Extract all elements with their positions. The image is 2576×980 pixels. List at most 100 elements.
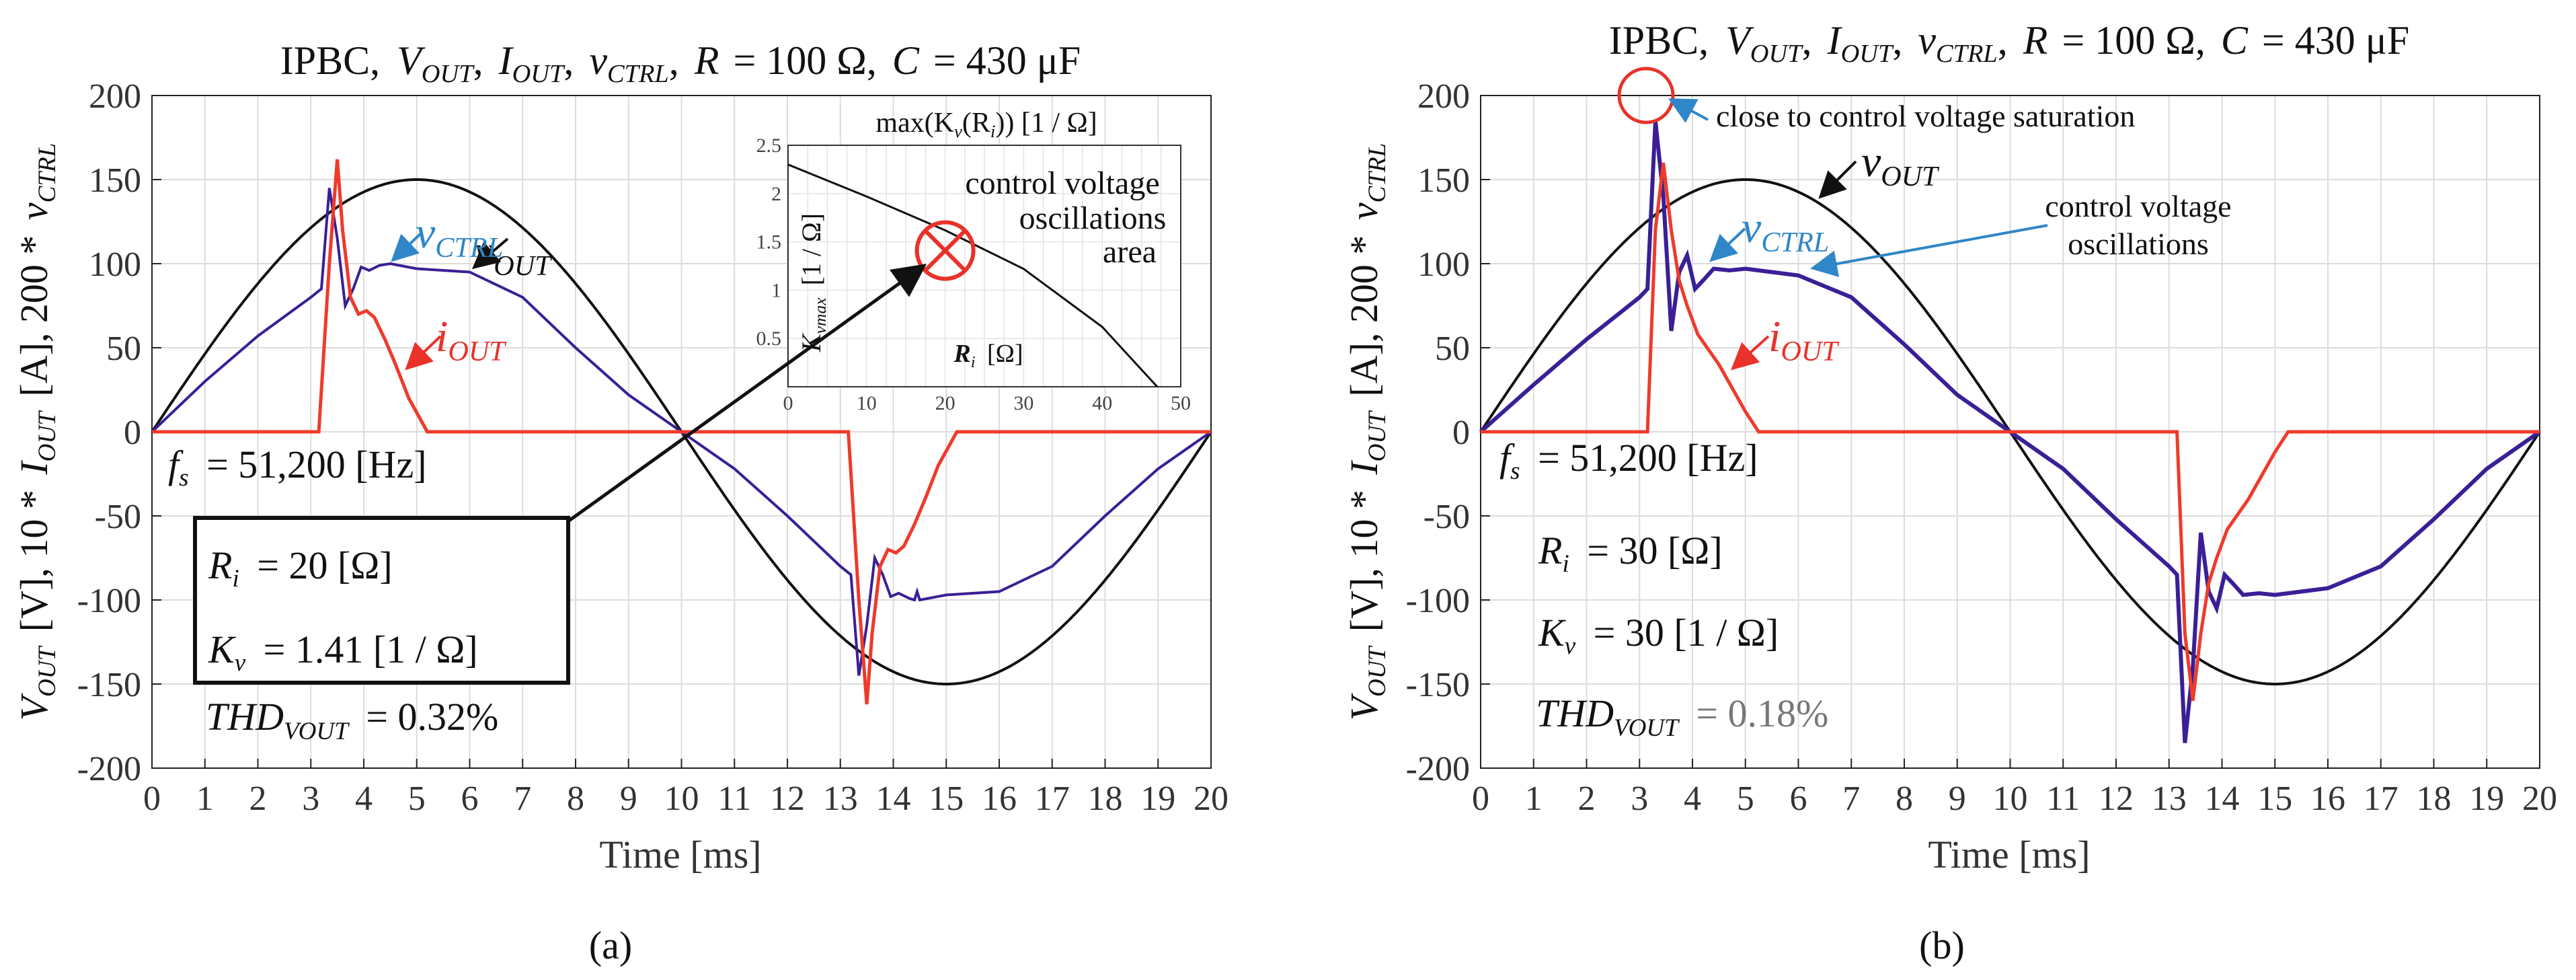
panel-b-x-tick-label: 20 [2522,780,2557,818]
panel-a-inset-y-tick-label: 2 [771,183,781,205]
panel-a-y-tick-label: 50 [106,330,141,368]
panel-a-fs-annotation: fs = 51,200 [Hz] [168,443,427,494]
panel-b-saturation-circle [1617,67,1675,124]
panel-b-iout-arrow [1731,335,1770,371]
panel-a-x-tick-label: 8 [567,780,584,818]
panel-a-inset-note-line3: area [1103,234,1157,270]
panel-b-y-tick-label: -50 [1423,498,1470,536]
panel-a-kv-annotation: Kv = 1.41 [1 / Ω] [208,628,478,679]
panel-a-inset-curve [787,163,1159,388]
panel-b-label: (b) [1919,924,1965,967]
panel-a-x-label: Time [ms] [599,833,761,876]
panel-b-x-tick-label: 2 [1578,780,1596,818]
panel-a-x-tick-label: 19 [1140,780,1175,818]
panel-a-iout-curve [152,159,1211,705]
panel-a-vctrl-curve [151,188,1212,676]
panel-a-inset-x-label: Ri [Ω] [953,340,1023,373]
panel-b-osc-note-line1: control voltage [2045,189,2231,223]
panel-a-params-box [193,516,570,685]
panel-a-thd-annotation: THDVOUT = 0.32% [206,695,498,748]
panel-b-ri-annotation: Ri = 30 [Ω] [1538,529,1723,580]
panel-b-y-tick-label: -150 [1406,666,1470,704]
panel-b-y-ticks: 200 150 100 50 0 -50 -100 -150 -200 [1406,77,1490,788]
panel-b-label-text: (b) [1919,924,1965,967]
panel-b-vout-label: vOUT [1861,137,1939,192]
panel-b-x-tick-label: 3 [1631,780,1648,818]
panel-b-y-tick-label: -100 [1406,582,1470,620]
panel-a-x-tick-label: 9 [620,780,637,818]
panel-a-vctrl-arrow [391,233,422,262]
panel-a-inset-title: max(Kv(Ri)) [1 / Ω] [875,108,1097,141]
panel-b-x-tick-label: 17 [2364,780,2398,818]
panel-a-inset-x-tick-label: 20 [935,392,955,414]
panel-a-inset-ticks: 0 10 20 30 40 50 2.5 2 1.5 1 0.5 [756,135,1192,414]
panel-a-box-to-inset-arrow [567,264,927,523]
panel-b-x-tick-label: 11 [2046,780,2080,818]
panel-b-vout-arrow [1818,160,1857,199]
panel-a-y-tick-label: 150 [89,161,141,200]
panel-a-x-tick-label: 0 [143,780,161,818]
panel-a-x-tick-label: 14 [876,780,911,818]
panel-a-x-tick-label: 5 [408,780,426,818]
panel-b-x-tick-label: 9 [1949,780,1966,818]
panel-a-inset-y-tick-label: 1 [771,279,781,301]
panel-a-vout-label: vOUT [474,227,552,282]
panel-a-y-label: VOUT [V], 10 * IOUT [A], 200 * vCTRL [12,143,64,721]
panel-b-kv-annotation: Kv = 30 [1 / Ω] [1538,611,1779,663]
panel-b-osc-note-line2: oscillations [2068,227,2209,261]
panel-a-label-text: (a) [589,924,632,967]
panel-b-x-tick-label: 4 [1684,780,1701,818]
panel-a-x-tick-label: 4 [355,780,373,818]
panel-a-label: (a) [589,924,632,967]
panel-b-vctrl-label: vCTRL [1742,203,1829,258]
panel-a-x-tick-label: 10 [664,780,699,818]
panel-a-inset-note-line1: control voltage [965,165,1159,201]
panel-b-thd-annotation: THDVOUT = 0.18% [1536,691,1828,745]
panel-a-x-ticks: 0 1 2 3 4 5 6 7 8 9 10 11 12 13 14 15 16 17 18 19 20 [143,759,1228,818]
panel-a-x-tick-label: 1 [196,780,214,818]
panel-a-inset-x-tick-label: 10 [857,392,877,414]
panel-b-x-tick-label: 0 [1472,780,1489,818]
panel-a-y-tick-label: -50 [95,498,141,536]
panel-a-inset-x-tick-label: 0 [783,392,793,414]
panel-b-title: IPBC, VOUT, IOUT, vCTRL, R = 100 Ω, C = … [1609,18,2410,68]
panel-a-ri-annotation: Ri = 20 [Ω] [208,543,393,595]
panel-b-x-tick-label: 5 [1737,780,1754,818]
panel-a-x-tick-label: 13 [823,780,858,818]
panel-b-x-tick-label: 14 [2205,780,2240,818]
panel-b-x-tick-label: 13 [2152,780,2187,818]
panel-a-y-tick-label: 0 [124,414,141,452]
panel-a-x-tick-label: 7 [514,780,531,818]
panel-a-title: IPBC, VOUT, IOUT, vCTRL, R = 100 Ω, C = … [280,38,1081,88]
panel-a-x-tick-label: 16 [982,780,1017,818]
panel-a-x-tick-label: 15 [929,780,964,818]
panel-b-saturation-note: close to control voltage saturation [1716,99,2135,133]
panel-b-vctrl-arrow [1709,227,1746,262]
panel-a-inset-note-line2: oscillations [1019,200,1167,236]
panel-a-inset-y-tick-label: 2.5 [756,135,782,157]
panel-b-y-tick-label: 200 [1417,77,1470,116]
panel-b-y-label: VOUT [V], 10 * IOUT [A], 200 * vCTRL [1342,143,1394,721]
panel-b-y-tick-label: 0 [1452,414,1470,452]
panel-a-inset-x-tick-label: 40 [1092,392,1112,414]
panel-b-fs-annotation: fs = 51,200 [Hz] [1499,436,1758,488]
panel-a-inset-y-tick-label: 1.5 [756,231,782,254]
panel-b-x-ticks: 0 1 2 3 4 5 6 7 8 9 10 11 12 13 14 15 16 17 18 19 20 [1472,759,2557,818]
panel-a-inset-x-tick-label: 50 [1171,392,1191,414]
panel-a-inset-y-label: Kvmax [1 / Ω] [796,213,832,352]
panel-a-y-tick-label: -100 [77,582,141,620]
panel-b-y-tick-label: 100 [1417,246,1470,284]
panel-b-x-label: Time [ms] [1928,833,2090,876]
panel-a-y-tick-label: 100 [89,246,141,284]
panel-b-saturation-arrow [1668,98,1709,123]
panel-b-x-tick-label: 12 [2099,780,2134,818]
panel-b-iout-label: iOUT [1768,312,1839,367]
panel-b-x-tick-label: 15 [2257,780,2292,818]
panel-a-y-tick-label: 200 [89,77,141,116]
panel-b-x-tick-label: 19 [2469,780,2504,818]
panel-a-inset-marker [914,220,976,281]
panel-a-iout-arrow [405,335,442,371]
panel-a-vctrl-label: vCTRL [416,209,503,264]
panel-a-y-ticks: 200 150 100 50 0 -50 -100 -150 -200 [77,77,161,788]
